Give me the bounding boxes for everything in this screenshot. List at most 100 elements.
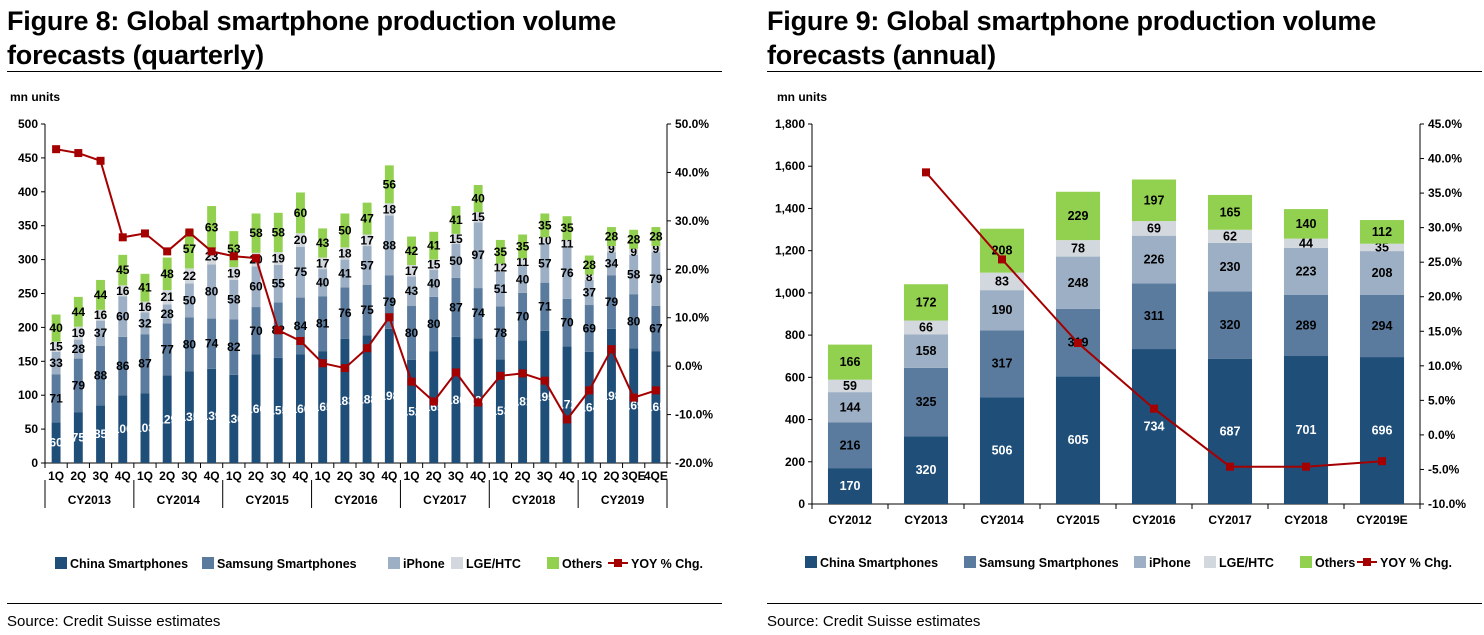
legend-swatch-lge-htc <box>451 557 463 569</box>
data-label-lge-htc: 69 <box>1147 221 1161 235</box>
legend-swatch-iphone <box>388 557 400 569</box>
data-label-others: 166 <box>840 355 861 369</box>
data-label-samsung-smartphones: 87 <box>449 300 463 314</box>
yoy-point <box>1302 462 1310 471</box>
legend-item-yoy-chg-: YOY % Chg. <box>631 557 703 571</box>
data-label-samsung-smartphones: 70 <box>560 316 574 330</box>
y2-tick-label: 40.0% <box>1428 152 1462 166</box>
data-label-china-smartphones: 170 <box>840 479 861 493</box>
data-label-others: 44 <box>72 305 86 319</box>
legend-item-samsung-smartphones: Samsung Smartphones <box>217 557 357 571</box>
data-label-iphone: 230 <box>1220 260 1241 274</box>
y-tick-label: 0 <box>798 497 805 511</box>
bar-segment-lge-htc <box>1359 243 1405 252</box>
bar-segment-others <box>96 279 105 310</box>
x-tick-label: 3Q <box>270 469 286 483</box>
data-label-others: 35 <box>494 245 508 259</box>
legend-swatch-others <box>547 557 559 569</box>
legend-item-china-smartphones: China Smartphones <box>820 556 938 570</box>
x-tick-label: 4Q <box>470 469 486 483</box>
bar-segment-china-smartphones <box>318 351 328 463</box>
x-tick-label: CY2012 <box>828 513 872 527</box>
legend-swatch-samsung-smartphones <box>202 557 214 569</box>
bar-segment-lge-htc <box>384 203 394 216</box>
figure-9-title: Figure 9: Global smartphone production v… <box>767 6 1377 70</box>
data-label-lge-htc: 19 <box>227 266 241 280</box>
data-label-lge-htc: 35 <box>1375 240 1389 254</box>
x-tick-label: 2Q <box>515 469 531 483</box>
bar-segment-samsung-smartphones <box>562 298 572 347</box>
bar-segment-samsung-smartphones <box>495 306 505 360</box>
data-label-iphone: 80 <box>205 284 219 298</box>
x-tick-label: 3Q <box>448 469 464 483</box>
yoy-point <box>318 359 327 368</box>
bar-segment-china-smartphones <box>96 405 105 463</box>
x-tick-label: 1Q <box>315 469 331 483</box>
bar-segment-iphone <box>229 279 239 320</box>
bar-segment-others <box>1207 194 1253 230</box>
data-label-samsung-smartphones: 88 <box>94 369 108 383</box>
data-label-others: 60 <box>294 206 308 220</box>
data-label-iphone: 248 <box>1068 276 1089 290</box>
x-tick-label: CY2015 <box>1056 513 1100 527</box>
bar-segment-samsung-smartphones <box>1283 295 1329 357</box>
data-label-china-smartphones: 188 <box>357 392 377 406</box>
bar-segment-china-smartphones <box>162 375 172 463</box>
data-label-iphone: 50 <box>183 293 197 307</box>
bar-segment-lge-htc <box>1283 238 1329 248</box>
y2-tick-label: 0.0% <box>675 359 703 373</box>
x-tick-label: 4Q <box>381 469 397 483</box>
bar-segment-iphone <box>51 351 61 375</box>
legend-swatch-china-smartphones <box>55 557 67 569</box>
data-label-samsung-smartphones: 311 <box>1144 309 1164 323</box>
y2-tick-label: 30.0% <box>1428 221 1462 235</box>
bar-segment-china-smartphones <box>384 328 394 463</box>
data-label-samsung-smartphones: 84 <box>294 319 308 333</box>
bar-segment-china-smartphones <box>1283 356 1329 504</box>
bar-segment-lge-htc <box>562 239 572 248</box>
bar-segment-lge-htc <box>429 259 439 270</box>
x-group-label: CY2014 <box>157 493 201 507</box>
bar-segment-iphone <box>340 259 350 288</box>
bar-segment-iphone <box>207 264 217 319</box>
bar-segment-china-smartphones <box>296 354 305 463</box>
x-tick-label: 4Q <box>204 469 220 483</box>
bar-segment-others <box>207 206 217 249</box>
bar-segment-samsung-smartphones <box>340 287 350 339</box>
bar-segment-china-smartphones <box>979 397 1025 504</box>
bar-segment-others <box>562 216 572 240</box>
yoy-point <box>296 336 305 345</box>
legend: China Smartphones Samsung Smartphones iPho… <box>55 557 703 571</box>
legend-item-others: Others <box>562 557 602 571</box>
bar-segment-samsung-smartphones <box>184 317 194 372</box>
yoy-point <box>274 326 283 335</box>
data-label-lge-htc: 16 <box>94 308 108 322</box>
data-label-lge-htc: 9 <box>653 242 660 256</box>
legend-swatch-others <box>1300 556 1312 568</box>
yoy-point <box>74 149 83 158</box>
bar-segment-others <box>340 213 350 248</box>
data-label-china-smartphones: 195 <box>535 390 555 404</box>
data-label-samsung-smartphones: 77 <box>160 342 174 356</box>
yoy-point <box>185 228 194 237</box>
data-label-samsung-smartphones: 71 <box>538 300 552 314</box>
data-label-samsung-smartphones: 80 <box>405 326 419 340</box>
y-tick-label: 1,000 <box>775 286 805 300</box>
y-tick-label: 0 <box>31 456 38 470</box>
bar-segment-china-smartphones <box>629 348 639 463</box>
x-tick-label: 2Q <box>426 469 442 483</box>
data-label-china-smartphones: 129 <box>157 412 177 426</box>
bar-segment-others <box>184 229 194 269</box>
bar-segment-others <box>296 192 305 234</box>
x-tick-label: 3QE <box>622 469 646 483</box>
y2-tick-label: -5.0% <box>1428 462 1460 476</box>
bar-segment-samsung-smartphones <box>1131 283 1177 350</box>
yoy-point <box>629 393 638 402</box>
data-label-lge-htc: 21 <box>160 290 174 304</box>
data-label-china-smartphones: 181 <box>513 395 533 409</box>
data-label-others: 28 <box>627 232 641 246</box>
y-tick-label: 450 <box>18 151 38 165</box>
data-label-iphone: 28 <box>72 342 86 356</box>
bar-segment-iphone <box>473 222 483 289</box>
data-label-china-smartphones: 165 <box>313 400 333 414</box>
